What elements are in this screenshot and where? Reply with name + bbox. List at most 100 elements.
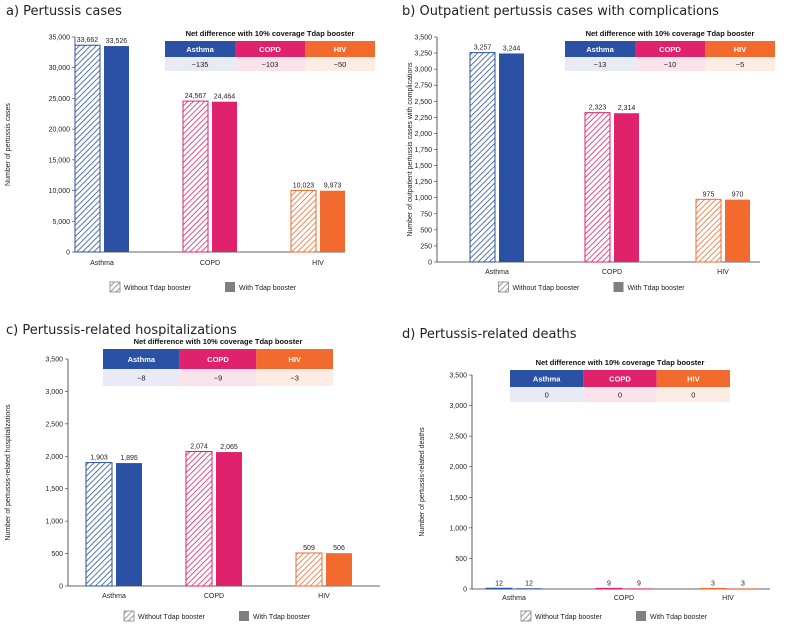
x-tick-label: HIV xyxy=(312,260,324,267)
table-value-cell xyxy=(565,57,635,71)
y-tick-label: 1,250 xyxy=(414,179,432,186)
table-value-cell xyxy=(635,57,705,71)
bar-copd-with xyxy=(614,113,639,262)
legend: Without Tdap booster With Tdap booster xyxy=(498,281,685,293)
y-tick-label: 1,500 xyxy=(45,486,63,493)
table-value-hiv: 0 xyxy=(691,391,695,400)
legend: Without Tdap booster With Tdap booster xyxy=(520,610,708,622)
bar-asthma-without xyxy=(74,44,101,253)
bar-asthma-with xyxy=(116,463,142,586)
bar-hiv-with xyxy=(326,553,352,586)
table-header-cell xyxy=(583,370,657,387)
x-tick-label: HIV xyxy=(717,269,729,276)
y-tick-label: 0 xyxy=(59,584,63,591)
data-label: 24,567 xyxy=(185,93,207,100)
y-tick-label: 2,000 xyxy=(414,131,432,138)
table-value-copd: −10 xyxy=(664,60,677,69)
table-header-hiv: HIV xyxy=(734,45,747,54)
table-header-copd: COPD xyxy=(207,355,229,364)
chart-title: b) Outpatient pertussis cases with compl… xyxy=(402,4,719,19)
y-tick-label: 1,000 xyxy=(414,195,432,202)
chart-panel-a: a) Pertussis cases 0 5,000 10,000 15,000 20,… xyxy=(5,4,375,293)
legend-label-without: Without Tdap booster xyxy=(138,614,205,621)
data-label: 1,895 xyxy=(120,455,138,462)
legend: Without Tdap booster With Tdap booster xyxy=(109,281,297,293)
table-value-cell xyxy=(256,369,333,386)
y-tick-label: 20,000 xyxy=(49,127,71,134)
legend-swatch-without xyxy=(520,610,532,622)
legend-label-with: With Tdap booster xyxy=(650,614,708,621)
legend-swatch-with xyxy=(613,282,624,292)
data-label: 33,662 xyxy=(77,37,99,44)
bar-asthma-with xyxy=(516,588,542,589)
table-value-asthma: −13 xyxy=(594,60,607,69)
y-tick-label: 3,000 xyxy=(45,389,63,396)
table-header-cell xyxy=(705,41,775,57)
x-tick-label: COPD xyxy=(614,595,634,602)
table-value-copd: −103 xyxy=(262,60,279,69)
data-label: 10,023 xyxy=(293,182,315,189)
y-tick-label: 3,500 xyxy=(414,35,432,42)
y-tick-label: 500 xyxy=(420,227,432,234)
y-tick-label: 750 xyxy=(420,211,432,218)
x-tick-label: Asthma xyxy=(90,260,114,267)
table-value-cell xyxy=(179,369,257,386)
table-value-hiv: −3 xyxy=(290,374,299,383)
net-difference-table: Net difference with 10% coverage Tdap bo… xyxy=(165,28,375,73)
table-header-copd: COPD xyxy=(259,45,281,54)
table-value-hiv: −5 xyxy=(736,60,745,69)
bar-copd-without xyxy=(595,587,623,590)
y-tick-label: 3,000 xyxy=(414,67,432,74)
data-label: 12 xyxy=(525,580,533,587)
y-tick-label: 500 xyxy=(455,556,467,563)
y-tick-label: 2,000 xyxy=(449,464,467,471)
bar-copd-with xyxy=(626,588,652,589)
bar-hiv-with xyxy=(320,190,345,252)
data-label: 2,074 xyxy=(190,443,208,450)
y-axis-label: Number of pertussis-related hospitalizat… xyxy=(5,404,12,541)
table-value-cell xyxy=(103,369,180,386)
x-tick-label: HIV xyxy=(722,595,734,602)
bar-asthma-without xyxy=(485,587,513,590)
y-tick-label: 2,250 xyxy=(414,115,432,122)
legend-swatch-without xyxy=(123,610,135,622)
legend-swatch-with xyxy=(636,611,646,621)
y-tick-label: 5,000 xyxy=(52,219,70,226)
y-tick-label: 2,750 xyxy=(414,83,432,90)
x-tick-label: HIV xyxy=(318,593,330,600)
data-label: 9 xyxy=(607,580,611,587)
table-value-cell xyxy=(705,57,775,71)
y-tick-label: 250 xyxy=(420,243,432,250)
y-tick-label: 30,000 xyxy=(49,65,71,72)
table-title: Net difference with 10% coverage Tdap bo… xyxy=(586,29,755,38)
legend-swatch-without xyxy=(109,281,121,293)
bar-hiv-without xyxy=(699,587,727,590)
y-tick-label: 3,500 xyxy=(45,357,63,364)
bar-copd-without xyxy=(182,100,209,253)
y-tick-label: 1,750 xyxy=(414,147,432,154)
table-header-asthma: Asthma xyxy=(586,45,614,54)
table-header-hiv: HIV xyxy=(334,45,347,54)
table-header-cell xyxy=(635,41,705,57)
y-tick-label: 1,000 xyxy=(45,519,63,526)
data-label: 509 xyxy=(303,545,315,552)
legend-label-with: With Tdap booster xyxy=(239,285,297,292)
table-value-asthma: −8 xyxy=(137,374,146,383)
table-value-hiv: −50 xyxy=(334,60,347,69)
table-header-cell xyxy=(165,41,235,57)
y-axis-label: Number of pertussis cases xyxy=(5,103,12,186)
bar-asthma-without xyxy=(469,52,496,263)
table-header-cell xyxy=(565,41,635,57)
bar-copd-with xyxy=(216,452,242,586)
net-difference-table: Net difference with 10% coverage Tdap bo… xyxy=(565,28,775,73)
y-tick-label: 1,000 xyxy=(449,525,467,532)
legend-swatch-with xyxy=(225,282,235,292)
bar-hiv-without xyxy=(295,552,323,587)
bar-hiv-without xyxy=(290,189,317,253)
table-value-asthma: 0 xyxy=(545,391,549,400)
table-value-cell xyxy=(510,387,584,402)
legend-label-without: Without Tdap booster xyxy=(124,285,191,292)
table-title: Net difference with 10% coverage Tdap bo… xyxy=(536,358,705,367)
table-header-copd: COPD xyxy=(609,375,631,384)
table-header-asthma: Asthma xyxy=(186,45,214,54)
